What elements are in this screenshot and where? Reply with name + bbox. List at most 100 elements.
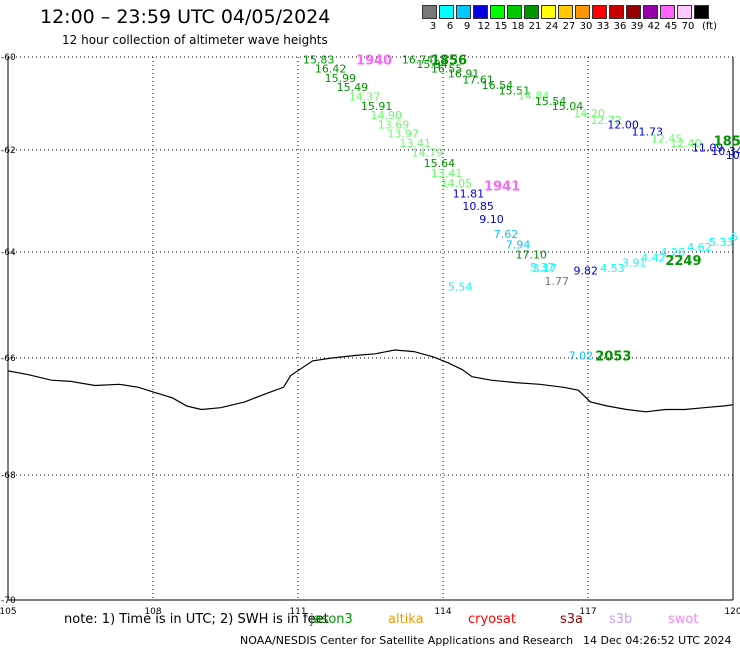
lon-tick-label: 108 bbox=[144, 607, 161, 617]
legend-swatch bbox=[456, 5, 471, 19]
wave-height-value: 4.26 bbox=[661, 246, 686, 259]
legend-swatch bbox=[490, 5, 505, 19]
satellite-label-cryosat: cryosat bbox=[468, 612, 516, 627]
wave-height-value: 15.04 bbox=[552, 100, 584, 113]
wave-height-value: 3.91 bbox=[622, 257, 647, 270]
wave-height-value: 4.62 bbox=[687, 241, 712, 254]
pass-time-label: 2249 bbox=[665, 254, 701, 269]
legend-swatch bbox=[694, 5, 709, 19]
legend-label: 30 bbox=[579, 21, 593, 32]
wave-height-value: 17.10 bbox=[516, 249, 548, 262]
lon-tick-label: 120 bbox=[724, 607, 740, 617]
wave-height-value: 15.83 bbox=[303, 53, 335, 66]
legend-swatch bbox=[473, 5, 488, 19]
lon-tick-label: 114 bbox=[434, 607, 451, 617]
footer-note: note: 1) Time is in UTC; 2) SWH is in fe… bbox=[64, 612, 329, 627]
wave-height-value: 13.97 bbox=[387, 128, 419, 141]
wave-height-value: 16.54 bbox=[482, 79, 513, 92]
legend-label: 45 bbox=[664, 21, 678, 32]
wave-height-value: 14.20 bbox=[574, 107, 606, 120]
wave-height-value: 1.77 bbox=[545, 275, 570, 288]
wave-height-value: 15.64 bbox=[424, 157, 456, 170]
pass-time-label: 1857 bbox=[714, 135, 740, 150]
wave-height-value: 12.45 bbox=[651, 132, 683, 145]
wave-height-value: 12.40 bbox=[670, 137, 702, 150]
wave-height-value: 6 bbox=[731, 231, 738, 244]
wave-height-value: 12.72 bbox=[590, 114, 622, 127]
pass-time-label: 2053 bbox=[595, 349, 631, 364]
legend-swatch bbox=[660, 5, 675, 19]
lon-tick-label: 111 bbox=[289, 607, 306, 617]
lat-tick-label: -62 bbox=[1, 146, 16, 156]
wave-height-value: 11.81 bbox=[453, 187, 485, 200]
legend-label: 9 bbox=[463, 21, 471, 32]
wave-height-value: 14.05 bbox=[441, 177, 473, 190]
pass-time-label: 1941 bbox=[484, 180, 520, 195]
legend-label: 42 bbox=[647, 21, 661, 32]
legend-swatch bbox=[439, 5, 454, 19]
wave-height-value: 14.90 bbox=[371, 109, 403, 122]
wave-height-value: 14.84 bbox=[518, 90, 550, 103]
legend-label: 18 bbox=[511, 21, 525, 32]
wave-height-value: 14.79 bbox=[412, 147, 444, 160]
wave-height-value: 13.41 bbox=[431, 167, 463, 180]
wave-height-value: 12.00 bbox=[607, 118, 639, 131]
wave-height-value: 15.91 bbox=[361, 100, 393, 113]
wave-height-value: 10.44 bbox=[726, 149, 740, 162]
legend-label: 15 bbox=[494, 21, 508, 32]
wave-height-value: 9.10 bbox=[479, 213, 504, 226]
legend-label: 6 bbox=[446, 21, 454, 32]
legend-swatch bbox=[541, 5, 556, 19]
lat-tick-label: -68 bbox=[1, 471, 16, 481]
map-title: 12:00 – 23:59 UTC 04/05/2024 bbox=[40, 6, 331, 28]
wave-height-value: 13.41 bbox=[400, 137, 432, 150]
wave-height-value: 7.62 bbox=[494, 228, 519, 241]
wave-height-value: 5.37 bbox=[530, 261, 555, 274]
legend-swatch bbox=[507, 5, 522, 19]
wave-height-value: 5.33 bbox=[709, 236, 734, 249]
lon-tick-label: 117 bbox=[579, 607, 596, 617]
legend-swatch bbox=[609, 5, 624, 19]
lon-tick-label: 105 bbox=[0, 607, 17, 617]
wave-height-value: 13.69 bbox=[378, 118, 410, 131]
wave-height-value: 15.49 bbox=[337, 81, 369, 94]
lat-tick-label: -70 bbox=[1, 596, 16, 606]
coastline bbox=[7, 349, 734, 413]
wave-height-value: 10.85 bbox=[462, 200, 494, 213]
satellite-label-swot: swot bbox=[668, 612, 699, 627]
wave-height-value: 5.54 bbox=[448, 280, 473, 293]
legend-swatch bbox=[575, 5, 590, 19]
legend-label: 36 bbox=[613, 21, 627, 32]
satellite-label-s3a: s3a bbox=[560, 612, 584, 627]
lat-tick-label: -66 bbox=[1, 354, 16, 364]
legend-swatch bbox=[643, 5, 658, 19]
legend-swatch bbox=[524, 5, 539, 19]
wave-height-value: 16.55 bbox=[431, 63, 463, 76]
legend-swatch bbox=[592, 5, 607, 19]
legend-label: 70 bbox=[681, 21, 695, 32]
wave-height-value: 15.51 bbox=[499, 84, 531, 97]
wave-height-value: 11.73 bbox=[632, 125, 664, 138]
wave-height-value: 10.34 bbox=[711, 145, 740, 158]
footer-timestamp: 14 Dec 04:26:52 UTC 2024 bbox=[583, 634, 732, 647]
legend-swatch bbox=[626, 5, 641, 19]
footer-credit: NOAA/NESDIS Center for Satellite Applica… bbox=[240, 634, 574, 647]
legend-label: 12 bbox=[477, 21, 491, 32]
wave-height-value: 11.09 bbox=[692, 142, 724, 155]
map-subtitle: 12 hour collection of altimeter wave hei… bbox=[62, 33, 328, 47]
lat-tick-label: -60 bbox=[1, 53, 16, 63]
wave-height-value: 4.42 bbox=[641, 251, 666, 264]
wave-height-value: 15.94 bbox=[416, 58, 448, 71]
wave-height-value: 9.82 bbox=[574, 265, 599, 278]
legend-label: 24 bbox=[545, 21, 559, 32]
wave-height-value: 15.99 bbox=[325, 72, 357, 85]
legend-swatch bbox=[677, 5, 692, 19]
pass-time-label: 1940 bbox=[356, 53, 392, 68]
wave-height-value: 4.53 bbox=[600, 262, 625, 275]
legend-label: 3 bbox=[429, 21, 437, 32]
wave-height-value: 3.17 bbox=[532, 262, 557, 275]
pass-time-label: 1856 bbox=[431, 53, 467, 68]
legend-label: 21 bbox=[528, 21, 542, 32]
satellite-label-jason3: jason3 bbox=[310, 612, 353, 627]
